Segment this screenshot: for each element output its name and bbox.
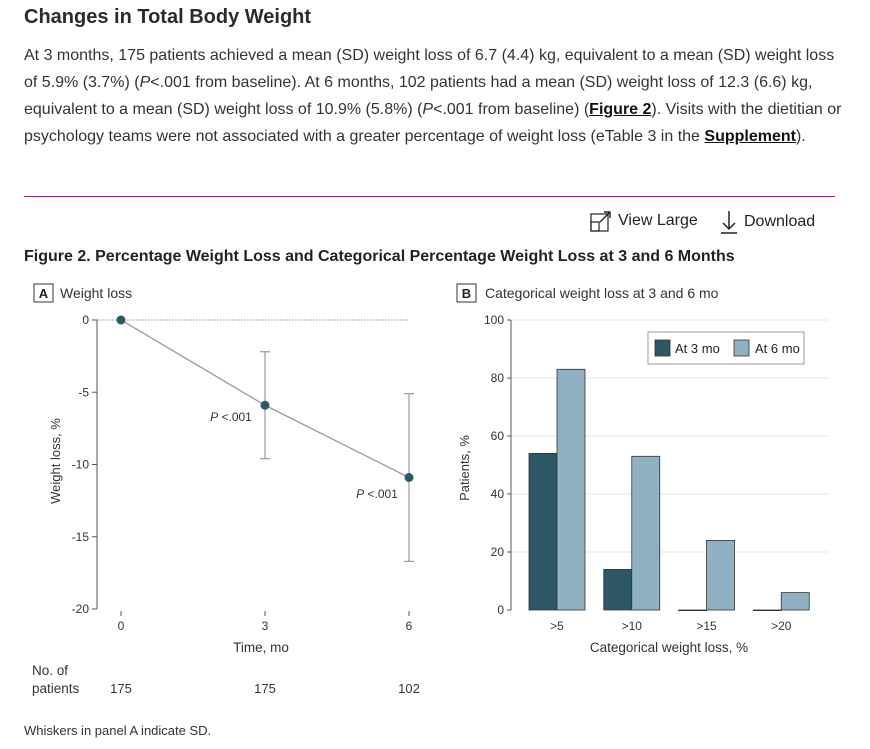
para-text-5: ). — [795, 128, 806, 145]
section-heading: Changes in Total Body Weight — [24, 6, 312, 28]
n-patients-value: 175 — [110, 681, 132, 696]
legend-swatch-3mo — [654, 339, 671, 357]
panel-b-plot: 0 20 40 60 80 100 >5 >10 >15 >20 — [484, 313, 828, 633]
panel-a-plot: 0 -5 -10 -15 -20 0 175 3 175 6 102 P <.001 P <.001 — [72, 313, 420, 696]
results-paragraph: At 3 months, 175 patients achieved a mea… — [24, 42, 844, 150]
weight-loss-point — [260, 400, 270, 410]
para-text-2: <.001 from baseline). At 6 months, 102 p… — [24, 74, 813, 118]
figure-2-charts: A Weight loss Weight loss, % Time, mo No… — [32, 283, 828, 696]
para-text-3: <.001 from baseline) ( — [433, 101, 590, 118]
bar-6mo — [631, 455, 661, 611]
n-patients-value: 102 — [398, 681, 420, 696]
panel-a-y-tick-label: -10 — [72, 458, 90, 472]
p-value-label-1: P — [139, 74, 151, 91]
panel-a-x-tick-label: 6 — [406, 619, 413, 633]
figure-caption: Whiskers in panel A indicate SD. — [24, 723, 212, 738]
figure-title: Figure 2. Percentage Weight Loss and Cat… — [24, 248, 735, 265]
bar-3mo — [678, 609, 707, 612]
bar-6mo — [706, 539, 735, 611]
panel-a-ylabel: Weight loss, % — [48, 418, 63, 504]
panel-b-letter: B — [462, 286, 471, 301]
panel-a-y-tick-label: -20 — [72, 602, 90, 616]
legend-box — [647, 331, 805, 365]
panel-b-y-tick-label: 60 — [491, 429, 505, 443]
weight-loss-point — [116, 315, 126, 325]
panel-b-title: Categorical weight loss at 3 and 6 mo — [485, 285, 719, 301]
para-text-4: ). Visits with the dieti­tian or psychol… — [24, 101, 842, 145]
panel-b-y-tick-label: 0 — [497, 603, 504, 617]
panel-b-x-tick-label: >5 — [550, 619, 564, 633]
panel-a-letter: A — [39, 286, 49, 301]
panel-b-y-tick-label: 80 — [491, 371, 505, 385]
para-text-1: At 3 months, 175 patients achieved a mea… — [24, 47, 835, 91]
legend-label-6mo: At 6 mo — [755, 341, 800, 356]
download-button[interactable]: Download — [720, 210, 815, 234]
panel-b-x-tick-label: >15 — [696, 619, 717, 633]
p-value-label-2: P — [422, 101, 434, 118]
download-icon — [721, 211, 737, 234]
bar-3mo — [752, 609, 782, 612]
section-divider — [24, 196, 835, 197]
n-patients-label-2: patients — [32, 681, 80, 696]
panel-b-x-tick-label: >10 — [622, 619, 643, 633]
bar-6mo — [556, 368, 586, 611]
panel-a-x-tick-label: 3 — [262, 619, 269, 633]
panel-a-y-tick-label: 0 — [82, 313, 89, 327]
legend-label-3mo: At 3 mo — [675, 341, 720, 356]
panel-a-y-tick-label: -5 — [78, 385, 89, 399]
panel-b-x-tick-label: >20 — [771, 619, 792, 633]
download-label: Download — [744, 213, 816, 230]
panel-b-ylabel: Patients, % — [457, 435, 472, 501]
n-patients-label-1: No. of — [32, 663, 68, 678]
panel-a-x-tick-label: 0 — [118, 619, 125, 633]
legend-swatch-6mo — [733, 339, 750, 357]
supplement-link[interactable]: Supplement — [704, 128, 796, 145]
panel-b-letter-box — [456, 283, 477, 303]
expand-icon — [590, 211, 611, 232]
p-value-annotation: P <.001 — [356, 487, 398, 501]
n-patients-value: 175 — [254, 681, 276, 696]
view-large-label: View Large — [618, 212, 698, 229]
panel-a-letter-box — [33, 283, 54, 303]
panel-b-xlabel: Categorical weight loss, % — [590, 640, 748, 655]
view-large-button[interactable]: View Large — [590, 210, 698, 232]
bar-3mo — [528, 452, 558, 611]
panel-a-y-tick-label: -15 — [72, 530, 90, 544]
panel-a-title: Weight loss — [60, 285, 132, 301]
bar-3mo — [603, 568, 633, 611]
figure-2-link[interactable]: Figure 2 — [589, 101, 652, 118]
panel-b-y-tick-label: 40 — [491, 487, 505, 501]
bar-6mo — [780, 592, 810, 611]
panel-a-xlabel: Time, mo — [233, 640, 289, 655]
panel-b-y-tick-label: 20 — [491, 545, 505, 559]
weight-loss-point — [404, 473, 414, 483]
p-value-annotation: P <.001 — [210, 410, 252, 424]
panel-b-y-tick-label: 100 — [484, 313, 504, 327]
